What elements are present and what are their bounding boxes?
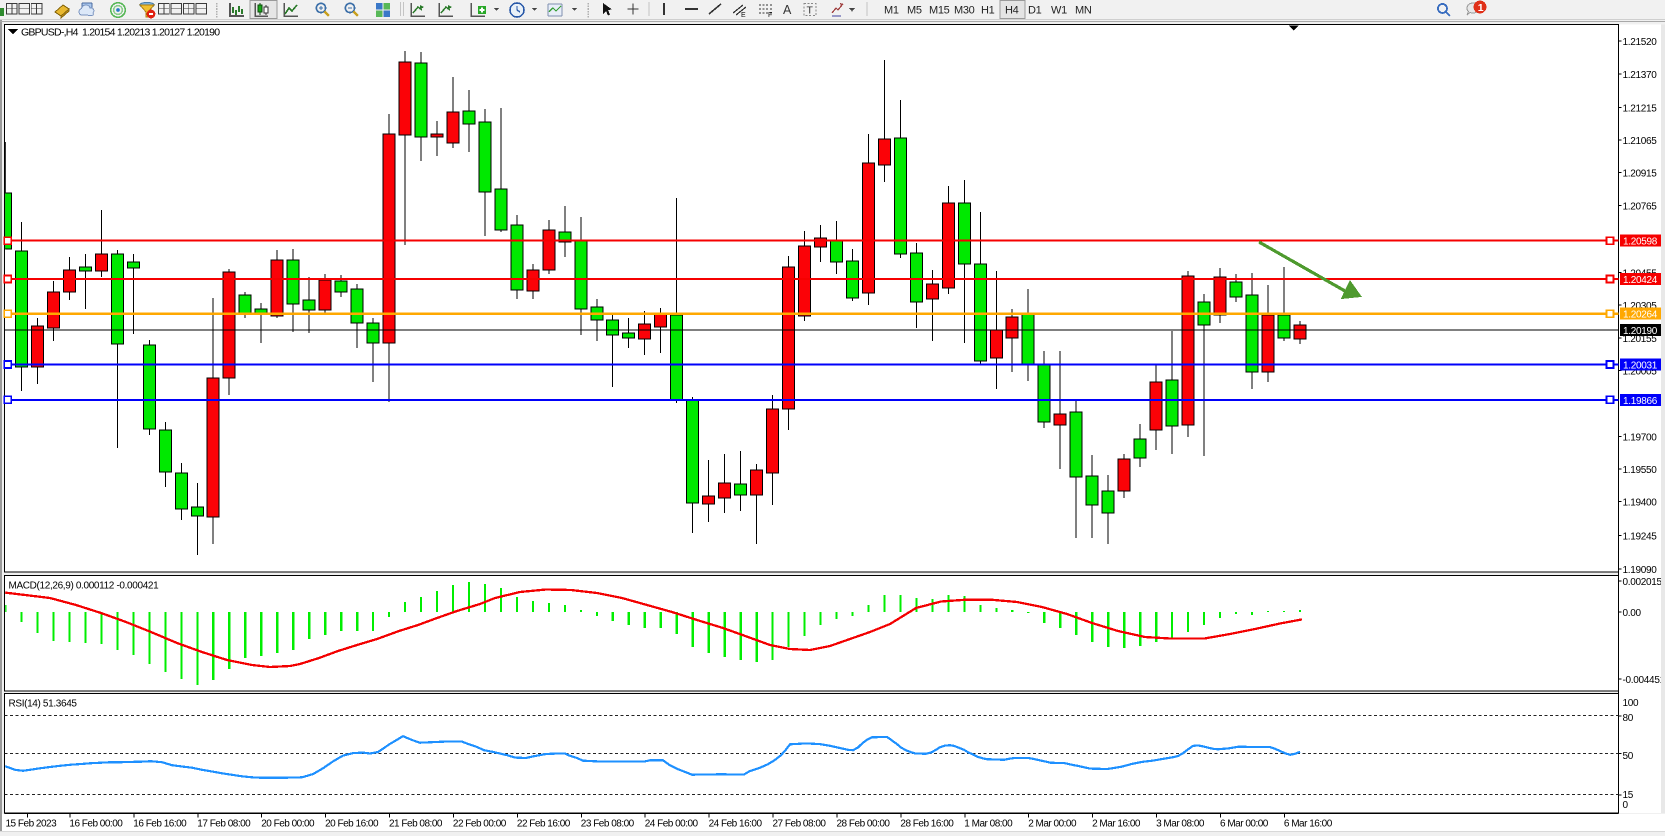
svg-text:1: 1 [1478, 2, 1484, 14]
svg-text:1.21215: 1.21215 [1623, 104, 1658, 115]
svg-text:1.20598: 1.20598 [1623, 237, 1658, 248]
svg-text:28 Feb 16:00: 28 Feb 16:00 [900, 819, 954, 830]
svg-text:M1: M1 [884, 5, 899, 17]
svg-text:1.20190: 1.20190 [1623, 326, 1658, 337]
svg-text:M30: M30 [954, 5, 975, 17]
svg-text:23 Feb 08:00: 23 Feb 08:00 [581, 819, 635, 830]
svg-text:1.20005: 1.20005 [1623, 366, 1658, 377]
svg-text:100: 100 [1623, 698, 1640, 709]
svg-text:15: 15 [1623, 790, 1634, 801]
svg-text:1.19090: 1.19090 [1623, 565, 1658, 576]
svg-text:17 Feb 08:00: 17 Feb 08:00 [197, 819, 251, 830]
svg-text:1.19550: 1.19550 [1623, 465, 1658, 476]
svg-text:1.21370: 1.21370 [1623, 70, 1658, 81]
svg-text:16 Feb 16:00: 16 Feb 16:00 [133, 819, 187, 830]
svg-text:20 Feb 00:00: 20 Feb 00:00 [261, 819, 315, 830]
svg-text:F: F [768, 12, 772, 19]
svg-text:W1: W1 [1051, 5, 1067, 17]
svg-text:1.19400: 1.19400 [1623, 498, 1658, 509]
svg-text:M5: M5 [907, 5, 922, 17]
svg-text:0.002015: 0.002015 [1623, 577, 1663, 588]
svg-text:D1: D1 [1028, 5, 1042, 17]
svg-text:50: 50 [1623, 751, 1634, 762]
svg-text:0: 0 [1623, 800, 1629, 811]
svg-text:E: E [741, 12, 746, 19]
svg-text:MACD(12,26,9) 0.000112 -0.0004: MACD(12,26,9) 0.000112 -0.000421 [9, 581, 160, 592]
svg-text:1.21520: 1.21520 [1623, 37, 1658, 48]
svg-text:MN: MN [1075, 5, 1092, 17]
svg-text:24 Feb 16:00: 24 Feb 16:00 [709, 819, 763, 830]
svg-text:GBPUSD-,H4 1.20154 1.20213 1.: GBPUSD-,H4 1.20154 1.20213 1.20127 1.201… [21, 27, 220, 39]
svg-text:80: 80 [1623, 713, 1634, 724]
svg-text:1.21065: 1.21065 [1623, 136, 1658, 147]
svg-text:1.19245: 1.19245 [1623, 531, 1658, 542]
svg-text:1.19700: 1.19700 [1623, 433, 1658, 444]
svg-text:20 Feb 16:00: 20 Feb 16:00 [325, 819, 379, 830]
svg-text:2 Mar 16:00: 2 Mar 16:00 [1092, 819, 1141, 830]
svg-text:6 Mar 00:00: 6 Mar 00:00 [1220, 819, 1269, 830]
svg-text:16 Feb 00:00: 16 Feb 00:00 [69, 819, 123, 830]
svg-text:22 Feb 00:00: 22 Feb 00:00 [453, 819, 507, 830]
svg-text:2 Mar 00:00: 2 Mar 00:00 [1028, 819, 1077, 830]
svg-text:1.20031: 1.20031 [1623, 361, 1658, 372]
svg-text:6 Mar 16:00: 6 Mar 16:00 [1284, 819, 1333, 830]
svg-text:15 Feb 2023: 15 Feb 2023 [6, 819, 58, 830]
svg-text:0.00: 0.00 [1623, 608, 1642, 619]
svg-text:1.20305: 1.20305 [1623, 301, 1658, 312]
svg-text:22 Feb 16:00: 22 Feb 16:00 [517, 819, 571, 830]
svg-text:27 Feb 08:00: 27 Feb 08:00 [773, 819, 827, 830]
svg-text:1 Mar 08:00: 1 Mar 08:00 [964, 819, 1013, 830]
svg-text:3 Mar 08:00: 3 Mar 08:00 [1156, 819, 1205, 830]
svg-text:1.20155: 1.20155 [1623, 334, 1658, 345]
svg-text:1.19866: 1.19866 [1623, 396, 1658, 407]
svg-text:1.20765: 1.20765 [1623, 201, 1658, 212]
svg-text:1.20424: 1.20424 [1623, 275, 1658, 286]
svg-text:RSI(14) 51.3645: RSI(14) 51.3645 [9, 699, 78, 710]
svg-text:H1: H1 [981, 5, 995, 17]
svg-text:A: A [783, 3, 792, 17]
svg-text:21 Feb 08:00: 21 Feb 08:00 [389, 819, 443, 830]
svg-text:1.20264: 1.20264 [1623, 310, 1658, 321]
svg-text:24 Feb 00:00: 24 Feb 00:00 [645, 819, 699, 830]
svg-text:H4: H4 [1005, 5, 1019, 17]
svg-text:M15: M15 [929, 5, 950, 17]
svg-text:-0.004451: -0.004451 [1623, 675, 1665, 686]
svg-text:1.20915: 1.20915 [1623, 169, 1658, 180]
svg-text:T: T [807, 5, 814, 17]
svg-text:28 Feb 00:00: 28 Feb 00:00 [837, 819, 891, 830]
